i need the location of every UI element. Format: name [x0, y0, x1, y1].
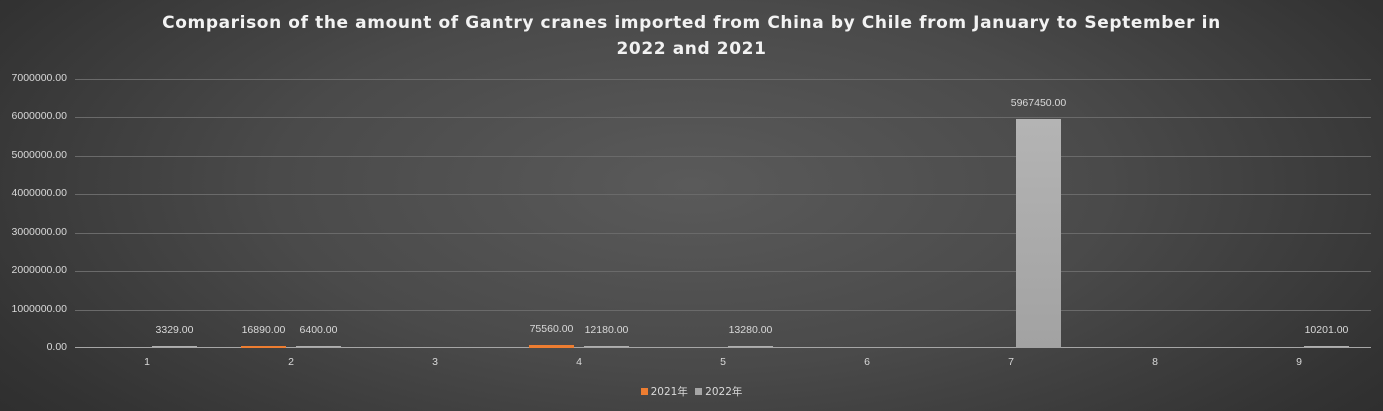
bar-2022-month-7 — [1016, 118, 1061, 348]
y-tick-label: 7000000.00 — [11, 72, 67, 84]
bar-2021-month-4 — [529, 345, 574, 348]
gridline — [75, 309, 1371, 311]
chart-title-line-1: Comparison of the amount of Gantry crane… — [162, 13, 1221, 33]
x-axis-line — [75, 347, 1371, 348]
bar-2022-month-5 — [728, 346, 773, 348]
legend-swatch-2022 — [695, 388, 703, 395]
plot-area: 16890.00 75560.00 3329.00 6400.00 12180.00 13… — [75, 79, 1371, 348]
x-tick-label: 9 — [1296, 356, 1302, 368]
data-label: 6400.00 — [299, 324, 338, 336]
x-tick-label: 4 — [576, 356, 582, 368]
y-tick-label: 6000000.00 — [11, 110, 67, 123]
data-label: 10201.00 — [1304, 324, 1349, 336]
bar-2022-month-4 — [584, 346, 629, 348]
gridline — [75, 232, 1371, 234]
x-tick-label: 7 — [1008, 356, 1014, 368]
data-label: 13280.00 — [728, 324, 773, 336]
data-label: 12180.00 — [584, 324, 629, 336]
legend-label-2021: 2021年 — [650, 386, 688, 398]
y-tick-label: 0.00 — [46, 341, 67, 353]
x-tick-label: 5 — [720, 356, 726, 368]
y-tick-label: 5000000.00 — [11, 148, 67, 161]
chart-title-line-2: 2022 and 2021 — [616, 39, 767, 59]
gridline — [75, 79, 1371, 80]
gridline — [75, 117, 1371, 119]
legend-label-2022: 2022年 — [705, 386, 743, 398]
x-tick-label: 3 — [432, 356, 438, 368]
data-label: 16890.00 — [241, 324, 286, 336]
x-tick-label: 8 — [1152, 356, 1158, 368]
chart-title: Comparison of the amount of Gantry crane… — [0, 10, 1383, 62]
data-label: 5967450.00 — [1010, 96, 1067, 109]
bar-2022-month-2 — [296, 346, 341, 348]
legend: 2021年 2022年 — [0, 384, 1383, 399]
x-tick-label: 1 — [144, 356, 150, 368]
x-tick-label: 2 — [288, 356, 294, 368]
legend-swatch-2021 — [640, 388, 648, 395]
y-tick-label: 4000000.00 — [11, 187, 67, 200]
gridline — [75, 155, 1371, 157]
data-label: 3329.00 — [155, 324, 194, 336]
y-tick-label: 2000000.00 — [11, 264, 67, 277]
x-tick-label: 6 — [864, 356, 870, 368]
y-tick-label: 3000000.00 — [11, 225, 67, 238]
bar-2022-month-9 — [1304, 346, 1349, 348]
y-tick-label: 1000000.00 — [11, 302, 67, 315]
gridline — [75, 194, 1371, 196]
data-label: 75560.00 — [529, 323, 574, 336]
legend-item-2021: 2021年 — [640, 384, 688, 399]
legend-item-2022: 2022年 — [695, 384, 742, 399]
bar-2021-month-2 — [241, 346, 286, 348]
bar-2022-month-1 — [152, 346, 197, 348]
gridline — [75, 271, 1371, 273]
